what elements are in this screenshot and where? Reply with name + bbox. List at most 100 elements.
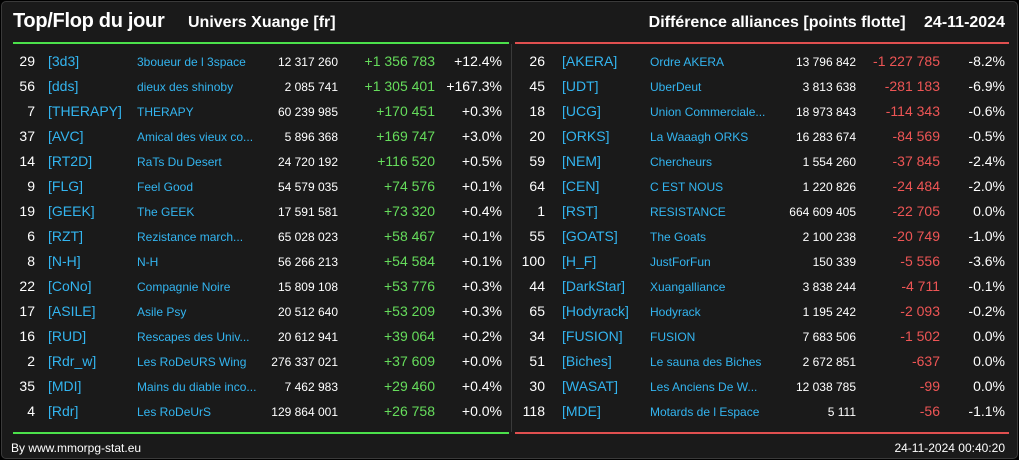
alliance-tag[interactable]: [THERAPY] bbox=[48, 103, 122, 119]
alliance-tag[interactable]: [GOATS] bbox=[562, 228, 618, 244]
alliance-name[interactable]: The Goats bbox=[650, 230, 707, 244]
alliance-name[interactable]: Les RoDeUrS bbox=[137, 405, 212, 419]
flop-row: 30 [WASAT] Les Anciens De W... 12 038 785 -9… bbox=[515, 376, 1009, 401]
alliance-tag[interactable]: [N-H] bbox=[48, 253, 81, 269]
alliance-tag[interactable]: [RST] bbox=[562, 203, 598, 219]
flop-row: 59 [NEM] Chercheurs 1 554 260 -37 845 -2.4% bbox=[515, 151, 1009, 176]
alliance-name[interactable]: RaTs Du Desert bbox=[137, 155, 222, 169]
alliance-name[interactable]: N-H bbox=[137, 255, 159, 269]
alliance-name[interactable]: Ordre AKERA bbox=[650, 55, 725, 69]
alliance-tag[interactable]: [NEM] bbox=[562, 153, 601, 169]
alliance-points: 129 864 001 bbox=[271, 405, 338, 419]
top-row: 37 [AVC] Amical des vieux co... 5 896 368 +1… bbox=[13, 126, 509, 151]
alliance-tag[interactable]: [WASAT] bbox=[562, 378, 618, 394]
alliance-name[interactable]: Les RoDeURS Wing bbox=[137, 355, 247, 369]
alliance-tag[interactable]: [Biches] bbox=[562, 353, 612, 369]
alliance-tag[interactable]: [ASILE] bbox=[48, 303, 96, 319]
alliance-points: 2 672 851 bbox=[802, 355, 856, 369]
percent-change: +0.0% bbox=[461, 403, 502, 419]
alliance-tag[interactable]: [RUD] bbox=[48, 328, 87, 344]
alliance-tag[interactable]: [UDT] bbox=[562, 78, 599, 94]
alliance-name[interactable]: La Waaagh ORKS bbox=[650, 130, 749, 144]
flop-table: 26 [AKERA] Ordre AKERA 13 796 842 -1 227 785… bbox=[515, 51, 1009, 426]
alliance-name[interactable]: Compagnie Noire bbox=[137, 280, 231, 294]
alliance-tag[interactable]: [dds] bbox=[48, 78, 79, 94]
alliance-points: 12 317 260 bbox=[277, 55, 338, 69]
percent-change: 0.0% bbox=[973, 203, 1005, 219]
percent-change: -2.4% bbox=[968, 153, 1005, 169]
alliance-points: 56 266 213 bbox=[277, 255, 338, 269]
alliance-tag[interactable]: [Rdr_w] bbox=[48, 353, 97, 369]
alliance-tag[interactable]: [UCG] bbox=[562, 103, 601, 119]
alliance-tag[interactable]: [AKERA] bbox=[562, 53, 618, 69]
percent-change: 0.0% bbox=[973, 378, 1005, 394]
alliance-name[interactable]: Asile Psy bbox=[137, 305, 187, 319]
alliance-name[interactable]: Rescapes des Univ... bbox=[137, 330, 250, 344]
alliance-tag[interactable]: [Hodyrack] bbox=[562, 303, 629, 319]
alliance-name[interactable]: 3boueur de l 3space bbox=[137, 55, 246, 69]
points-difference: +53 209 bbox=[384, 303, 435, 319]
alliance-tag[interactable]: [CEN] bbox=[562, 178, 600, 194]
points-difference: +1 356 783 bbox=[364, 53, 435, 69]
percent-change: -1.0% bbox=[968, 228, 1005, 244]
flop-row: 51 [Biches] Le sauna des Biches 2 672 851 -6… bbox=[515, 351, 1009, 376]
alliance-points: 2 100 238 bbox=[802, 230, 856, 244]
alliance-name[interactable]: Les Anciens De W... bbox=[650, 380, 758, 394]
alliance-name[interactable]: Hodyrack bbox=[650, 305, 701, 319]
alliance-name[interactable]: Union Commerciale... bbox=[650, 105, 766, 119]
percent-change: +167.3% bbox=[446, 78, 502, 94]
alliance-name[interactable]: C EST NOUS bbox=[650, 180, 724, 194]
alliance-points: 65 028 023 bbox=[277, 230, 338, 244]
alliance-name[interactable]: Rezistance march... bbox=[137, 230, 244, 244]
alliance-name[interactable]: Xuangalliance bbox=[650, 280, 726, 294]
ranking-type: Différence alliances [points flotte] bbox=[648, 14, 906, 31]
percent-change: +0.3% bbox=[461, 103, 502, 119]
alliance-name[interactable]: JustForFun bbox=[650, 255, 711, 269]
percent-change: +0.3% bbox=[461, 303, 502, 319]
alliance-tag[interactable]: [RZT] bbox=[48, 228, 83, 244]
alliance-name[interactable]: Chercheurs bbox=[650, 155, 713, 169]
alliance-tag[interactable]: [RT2D] bbox=[48, 153, 93, 169]
alliance-tag[interactable]: [CoNo] bbox=[48, 278, 92, 294]
flop-row: 44 [DarkStar] Xuangalliance 3 838 244 -4 711… bbox=[515, 276, 1009, 301]
points-difference: +1 305 401 bbox=[364, 78, 435, 94]
alliance-rank: 22 bbox=[19, 278, 35, 294]
points-difference: -20 749 bbox=[892, 228, 940, 244]
percent-change: -6.9% bbox=[968, 78, 1005, 94]
alliance-tag[interactable]: [MDE] bbox=[562, 403, 601, 419]
alliance-tag[interactable]: [H_F] bbox=[562, 253, 597, 269]
alliance-name[interactable]: dieux des shinoby bbox=[137, 80, 234, 94]
alliance-name[interactable]: The GEEK bbox=[137, 205, 195, 219]
alliance-tag[interactable]: [Rdr] bbox=[48, 403, 79, 419]
alliance-rank: 18 bbox=[529, 103, 545, 119]
alliance-name[interactable]: THERAPY bbox=[137, 105, 194, 119]
percent-change: -2.0% bbox=[968, 178, 1005, 194]
alliance-name[interactable]: UberDeut bbox=[650, 80, 702, 94]
alliance-rank: 14 bbox=[19, 153, 35, 169]
alliance-tag[interactable]: [AVC] bbox=[48, 128, 84, 144]
flop-row: 65 [Hodyrack] Hodyrack 1 195 242 -2 093 -0.2% bbox=[515, 301, 1009, 326]
alliance-tag[interactable]: [FLG] bbox=[48, 178, 84, 194]
flop-row: 100 [H_F] JustForFun 150 339 -5 556 -3.6% bbox=[515, 251, 1009, 276]
alliance-points: 150 339 bbox=[812, 255, 856, 269]
alliance-name[interactable]: Motards de l Espace bbox=[650, 405, 760, 419]
percent-change: 0.0% bbox=[973, 328, 1005, 344]
alliance-points: 5 896 368 bbox=[284, 130, 338, 144]
alliance-tag[interactable]: [3d3] bbox=[48, 53, 80, 69]
alliance-rank: 55 bbox=[529, 228, 545, 244]
alliance-name[interactable]: FUSION bbox=[650, 330, 696, 344]
percent-change: -0.2% bbox=[968, 303, 1005, 319]
points-difference: +39 064 bbox=[384, 328, 435, 344]
points-difference: -24 484 bbox=[892, 178, 940, 194]
alliance-name[interactable]: Le sauna des Biches bbox=[650, 355, 762, 369]
alliance-name[interactable]: Amical des vieux co... bbox=[137, 130, 254, 144]
alliance-tag[interactable]: [FUSION] bbox=[562, 328, 623, 344]
alliance-tag[interactable]: [GEEK] bbox=[48, 203, 95, 219]
alliance-tag[interactable]: [DarkStar] bbox=[562, 278, 626, 294]
alliance-name[interactable]: Feel Good bbox=[137, 180, 194, 194]
alliance-tag[interactable]: [MDI] bbox=[48, 378, 82, 394]
alliance-name[interactable]: RESISTANCE bbox=[650, 205, 726, 219]
alliance-tag[interactable]: [ORKS] bbox=[562, 128, 610, 144]
alliance-name[interactable]: Mains du diable inco... bbox=[137, 380, 257, 394]
